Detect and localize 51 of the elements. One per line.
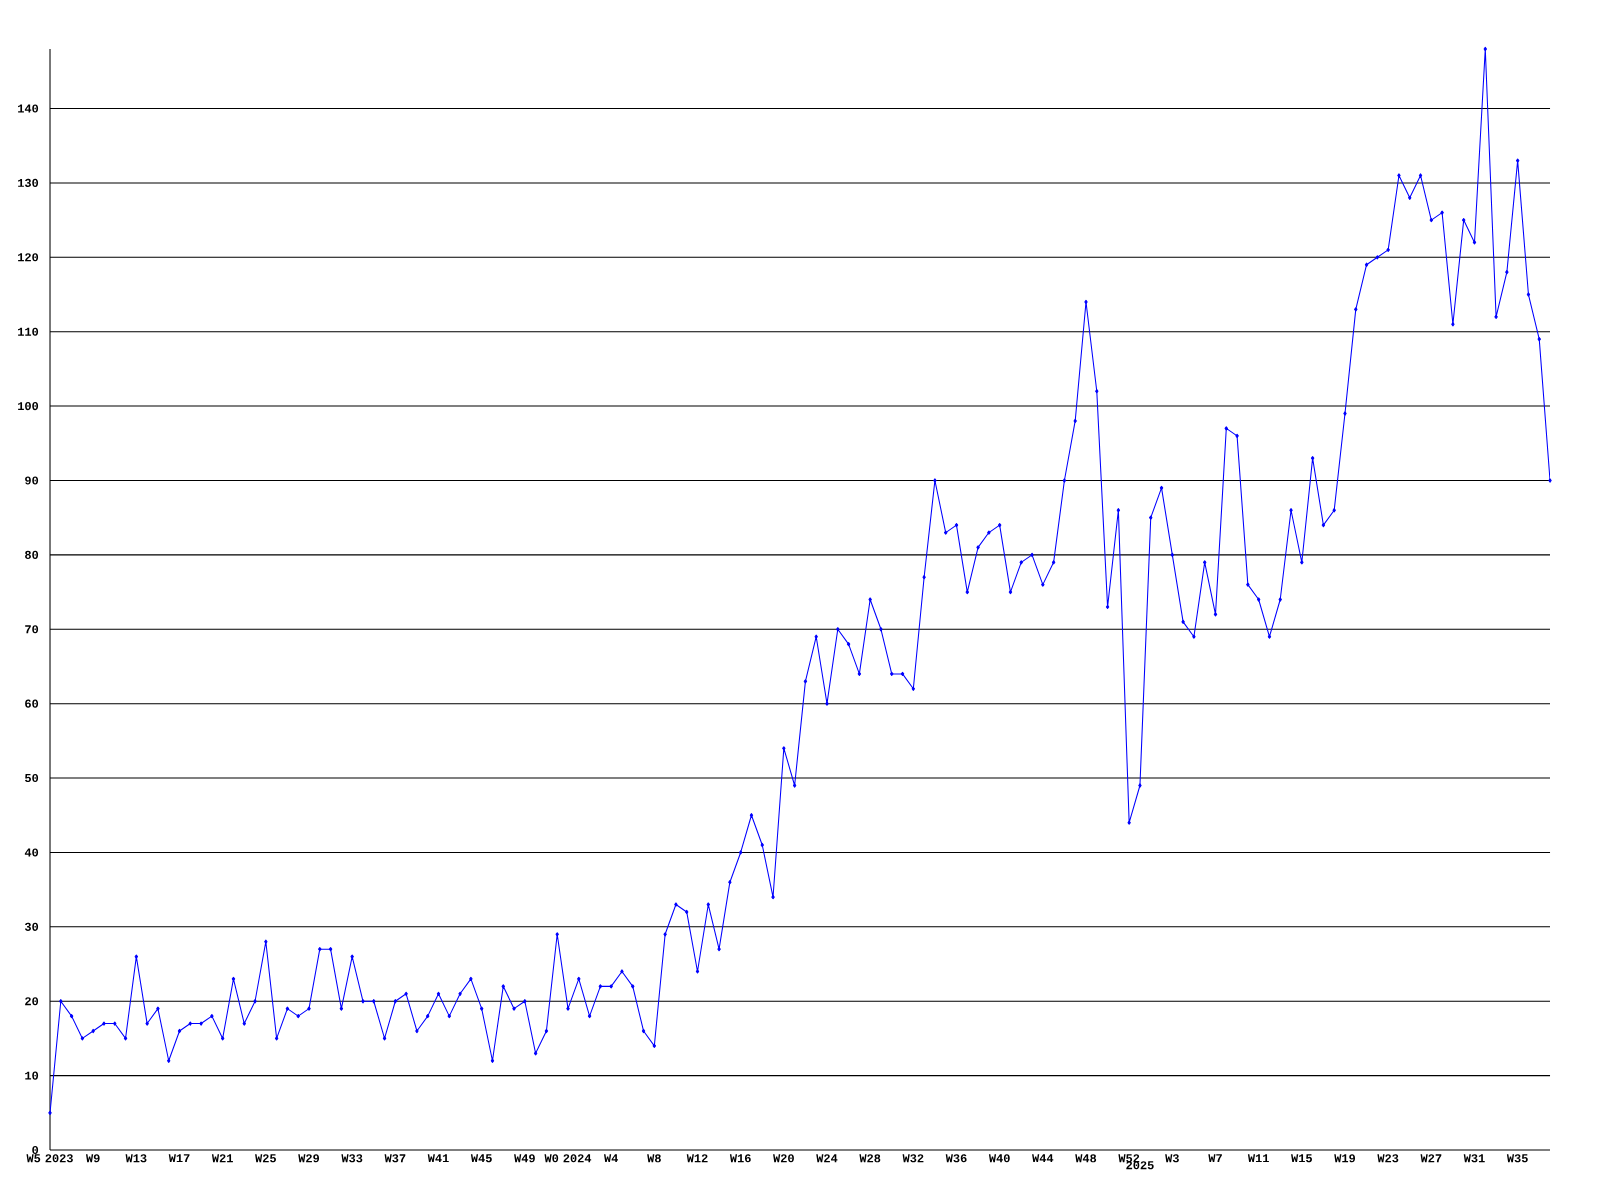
x-tick-label: W28	[859, 1154, 881, 1163]
y-tick-label: 10	[25, 1071, 39, 1080]
x-tick-label: W23	[1377, 1154, 1399, 1163]
x-tick-label: W3	[1165, 1154, 1179, 1163]
x-tick-label: W52	[1118, 1154, 1140, 1163]
x-tick-label: W36	[945, 1154, 967, 1163]
x-tick-label: W27	[1420, 1154, 1442, 1163]
x-tick-label: W24	[816, 1154, 838, 1163]
x-tick-label: W35	[1506, 1154, 1528, 1163]
x-tick-label: W7	[1208, 1154, 1222, 1163]
x-tick-label: W4	[604, 1154, 618, 1163]
y-tick-label: 30	[24, 922, 39, 931]
x-tick-label: W5 2023	[26, 1154, 73, 1163]
x-tick-label: W16	[729, 1154, 751, 1163]
x-tick-label: W12	[686, 1154, 708, 1163]
x-tick-label: W33	[341, 1154, 363, 1163]
y-tick-label: 90	[25, 476, 39, 485]
y-tick-label: 120	[18, 253, 39, 262]
x-tick-label: W8	[647, 1154, 661, 1163]
y-tick-label: 80	[25, 550, 39, 559]
x-tick-label: W9	[86, 1154, 100, 1163]
x-tick-label: W49	[514, 1154, 535, 1163]
x-tick-label: W25	[255, 1154, 276, 1163]
x-tick-label: W13	[125, 1154, 147, 1163]
x-tick-label: W37	[384, 1154, 406, 1163]
x-tick-label: W32	[902, 1154, 924, 1163]
y-tick-label: 0	[32, 1145, 39, 1155]
x-tick-label: W15	[1291, 1154, 1312, 1163]
y-tick-label: 50	[25, 774, 39, 783]
x-tick-label: W0 2024	[544, 1154, 592, 1163]
x-tick-label: W40	[988, 1154, 1010, 1163]
y-tick-label: 20	[25, 997, 39, 1006]
x-tick-label: W44	[1032, 1154, 1054, 1163]
x-tick-label: W45	[470, 1154, 492, 1163]
y-tick-label: 70	[25, 625, 39, 634]
y-tick-label: 110	[18, 327, 39, 336]
x-tick-label: W11	[1247, 1154, 1269, 1163]
y-tick-label: 40	[24, 848, 39, 857]
x-tick-label: W17	[168, 1154, 190, 1163]
x-tick-label: W20	[773, 1154, 794, 1163]
x-tick-label: W19	[1334, 1154, 1356, 1163]
x-tick-label: W48	[1075, 1154, 1097, 1163]
y-tick-label: 140	[18, 104, 39, 113]
y-tick-label: 130	[18, 178, 39, 187]
x-tick-label: W41	[427, 1154, 449, 1163]
x-tick-label: W31	[1463, 1154, 1485, 1163]
x-tick-label: W21	[211, 1154, 233, 1163]
x-tick-label: 2025	[1126, 1161, 1154, 1170]
x-tick-label: W29	[298, 1154, 320, 1163]
y-tick-label: 60	[25, 699, 39, 708]
y-tick-label: 100	[18, 402, 39, 411]
